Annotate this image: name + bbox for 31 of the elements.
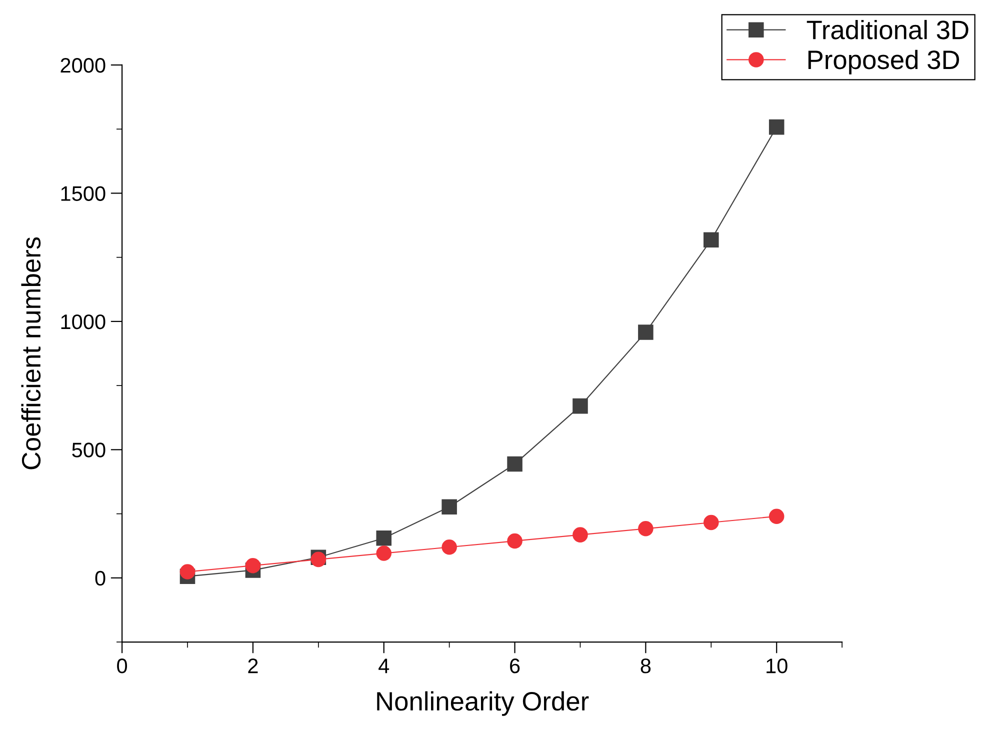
- point: [704, 232, 719, 248]
- x-tick-label: 0: [117, 658, 128, 674]
- point: [376, 530, 392, 546]
- point: [376, 546, 392, 561]
- point: [507, 533, 522, 549]
- y-axis-title: Coefficient numbers: [21, 237, 41, 470]
- legend-label: Traditional 3D: [806, 20, 968, 40]
- point: [638, 324, 654, 340]
- point: [768, 508, 784, 524]
- x-axis-title: Nonlinearity Order: [377, 691, 589, 716]
- point: [507, 456, 522, 472]
- point: [638, 521, 654, 536]
- x-tick-label: 6: [510, 658, 520, 674]
- point: [572, 398, 588, 414]
- point: [245, 558, 261, 574]
- point: [180, 564, 196, 580]
- x-tick-label: 10: [766, 658, 788, 674]
- point: [768, 119, 784, 135]
- point: [704, 514, 719, 530]
- y-tick-label: 2000: [60, 58, 106, 73]
- y-tick-label: 1500: [61, 186, 106, 201]
- point: [572, 527, 588, 542]
- y-tick-label: 0: [95, 570, 106, 586]
- x-tick-label: 4: [378, 658, 390, 674]
- point: [442, 539, 457, 555]
- y-tick-label: 1000: [61, 314, 106, 330]
- x-tick-label: 2: [248, 658, 258, 674]
- y-tick-label: 500: [72, 442, 106, 458]
- legend-label: Proposed 3D: [808, 50, 960, 74]
- point: [442, 499, 457, 514]
- x-tick-label: 8: [640, 658, 651, 674]
